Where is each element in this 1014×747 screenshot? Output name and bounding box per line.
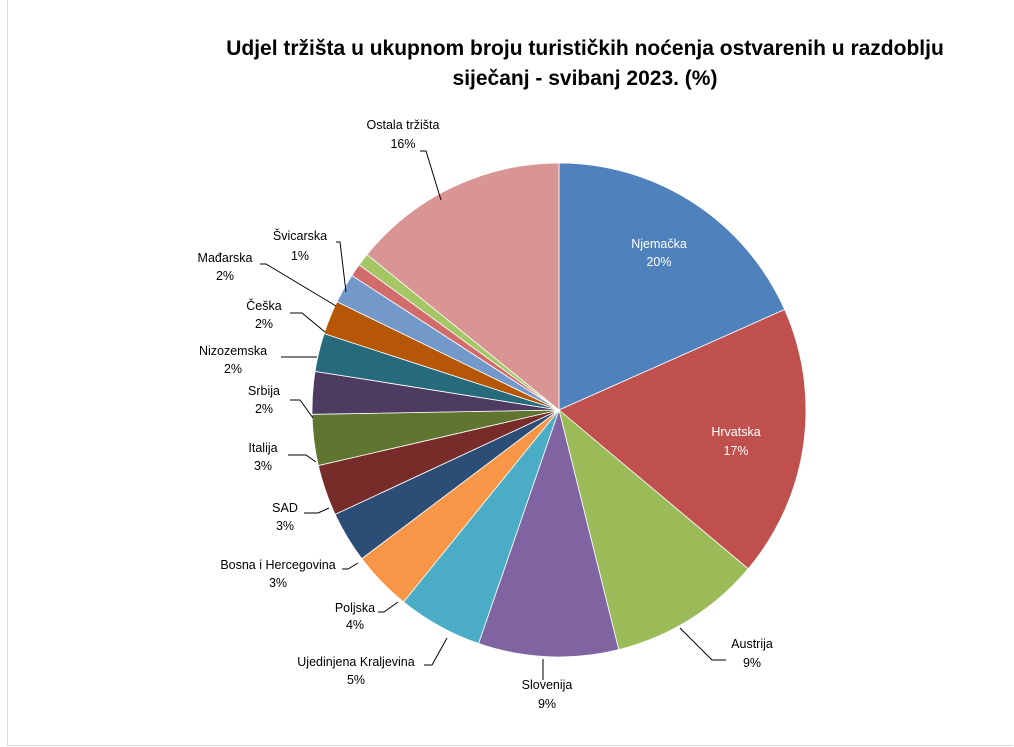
chart-title-line-2: siječanj - svibanj 2023. (%) (452, 67, 718, 90)
label-srbija: Srbija (248, 384, 280, 398)
value-italija: 3% (254, 459, 272, 473)
leader-line-češka (290, 312, 326, 333)
leader-line-italija (288, 454, 317, 463)
chart-title-line-1: Udjel tržišta u ukupnom broju turistički… (226, 37, 944, 60)
value-bosna-i-hercegovina: 3% (269, 576, 287, 590)
value-hrvatska: 17% (723, 444, 748, 458)
label-hrvatska: Hrvatska (711, 425, 760, 439)
label-ujedinjena-kraljevina: Ujedinjena Kraljevina (297, 655, 414, 669)
leader-line-mađarska (260, 263, 337, 307)
chart-title: Udjel tržišta u ukupnom broju turistički… (120, 34, 1014, 94)
value-austrija: 9% (743, 656, 761, 670)
label-slovenija: Slovenija (522, 678, 573, 692)
label-sad: SAD (272, 501, 298, 515)
leader-line-ujedinjena-kraljevina (424, 637, 448, 666)
slice-austrija (558, 408, 749, 651)
slice-hrvatska (558, 309, 807, 570)
value-srbija: 2% (255, 402, 273, 416)
label-nizozemska: Nizozemska (199, 344, 267, 358)
leader-line-srbija (290, 399, 314, 419)
value-njemačka: 20% (646, 255, 671, 269)
label-ostala-tržišta: Ostala tržišta (367, 118, 440, 132)
slice-slovenija (478, 408, 620, 658)
label-italija: Italija (248, 441, 277, 455)
value-ostala-tržišta: 16% (390, 137, 415, 151)
value-mađarska: 2% (216, 269, 234, 283)
slice-ostala-tržišta (366, 162, 560, 411)
value-nizozemska: 2% (224, 362, 242, 376)
value-slovenija: 9% (538, 697, 556, 711)
label-mađarska: Mađarska (198, 251, 253, 265)
leader-line-poljska (378, 601, 399, 613)
value-češka: 2% (255, 317, 273, 331)
slice-njemačka (558, 162, 786, 411)
label-bosna-i-hercegovina: Bosna i Hercegovina (220, 558, 335, 572)
label-švicarska: Švicarska (273, 228, 327, 243)
leader-line-bosna-i-hercegovina (342, 562, 359, 570)
leader-line-ostala-tržišta (420, 150, 442, 201)
value-švicarska: 1% (291, 249, 309, 263)
label-poljska: Poljska (335, 601, 375, 615)
leader-line-švicarska (336, 241, 347, 293)
leader-line-sad (304, 507, 330, 514)
chart-frame (7, 0, 1013, 746)
leader-line-austrija (679, 627, 726, 661)
label-austrija: Austrija (731, 637, 773, 651)
value-ujedinjena-kraljevina: 5% (347, 673, 365, 687)
value-poljska: 4% (346, 618, 364, 632)
label-češka: Češka (246, 298, 281, 313)
value-sad: 3% (276, 519, 294, 533)
label-njemačka: Njemačka (631, 237, 687, 251)
